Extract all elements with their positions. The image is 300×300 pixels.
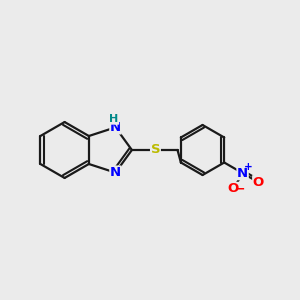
- Text: N: N: [110, 121, 121, 134]
- Text: −: −: [235, 182, 245, 195]
- Text: H: H: [109, 114, 119, 124]
- Text: S: S: [151, 143, 160, 157]
- Text: N: N: [237, 167, 248, 180]
- Text: N: N: [110, 166, 121, 179]
- Text: O: O: [253, 176, 264, 189]
- Text: +: +: [244, 162, 253, 172]
- Text: O: O: [228, 182, 239, 195]
